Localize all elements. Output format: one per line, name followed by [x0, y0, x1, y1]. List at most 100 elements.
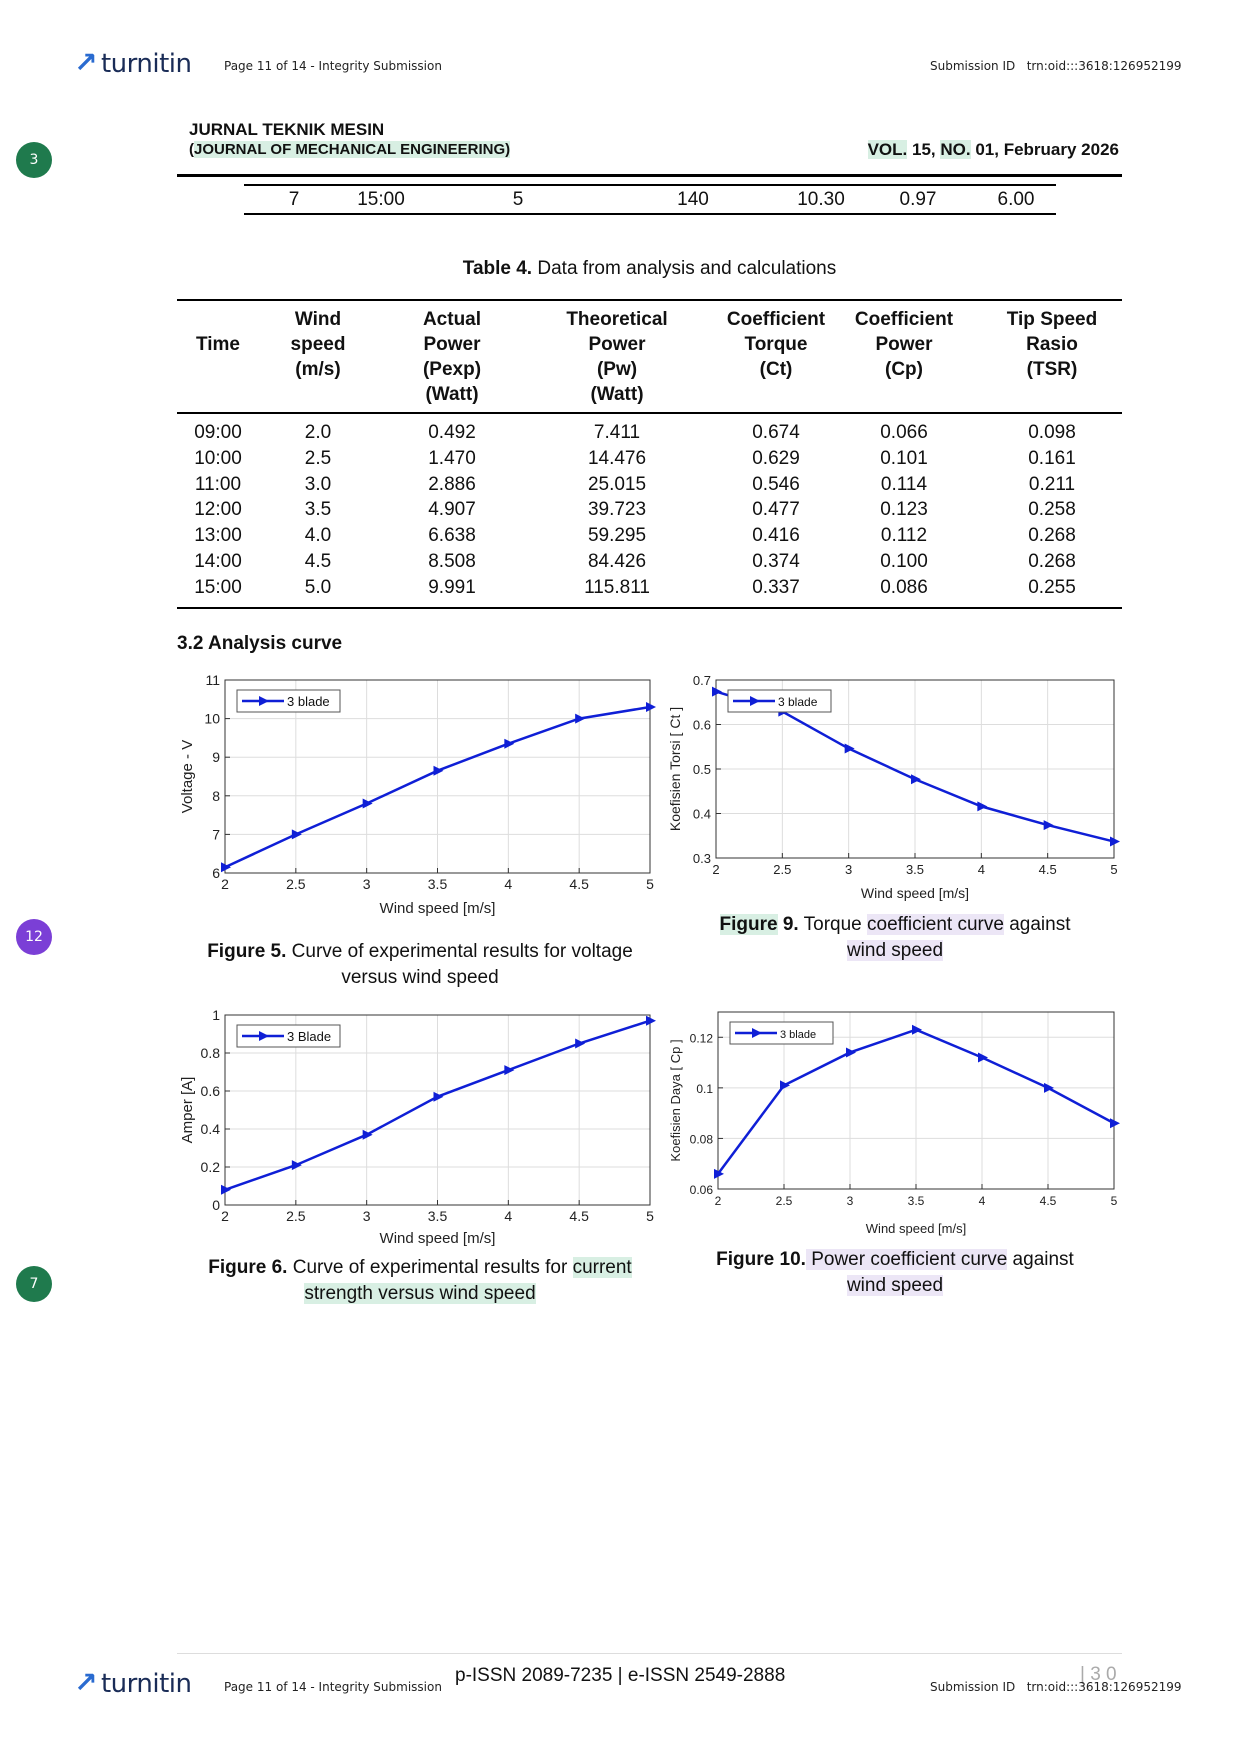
- plot-frame: [715, 679, 1115, 859]
- data-point: [780, 1080, 790, 1091]
- footer-submission-id: Submission ID trn:oid:::3618:126952199: [930, 1680, 1182, 1694]
- x-tick-label: 4: [504, 876, 512, 892]
- data-point: [575, 1038, 586, 1049]
- data-point: [712, 686, 722, 697]
- header-rule: [177, 174, 1122, 177]
- x-tick-label: 2.5: [776, 1194, 793, 1208]
- header-submission-id: Submission ID trn:oid:::3618:126952199: [930, 59, 1182, 73]
- y-tick-label: 0.12: [690, 1031, 714, 1045]
- y-tick-label: 11: [205, 672, 220, 688]
- current-chart: 2 2.5 3 3.5 4 4.5 5 0 0.2 0.4 0.6 0.8 1 Wind speed [m…: [180, 1007, 656, 1247]
- table-cell: 0.477: [752, 499, 800, 521]
- data-point: [1110, 1118, 1120, 1129]
- torque-coefficient-chart: 2 2.5 3 3.5 4 4.5 5 0.3 0.4 0.5 0.6 0.7 Wind speed […: [668, 673, 1120, 901]
- x-axis-label: Wind speed [m/s]: [861, 885, 969, 901]
- column-header: (Watt): [590, 384, 644, 405]
- match-badge[interactable]: 12: [16, 919, 52, 955]
- journal-volume: VOL. 15, NO. 01, February 2026: [867, 140, 1119, 159]
- legend-box: [729, 1021, 834, 1045]
- table-cell: 4.5: [304, 551, 332, 572]
- table-cell: 0.629: [752, 447, 800, 469]
- table-cell: 0.086: [880, 576, 928, 598]
- table-cell: 59.295: [587, 525, 647, 547]
- x-axis-label: Wind speed [m/s]: [380, 1230, 496, 1247]
- table-cell: 2.5: [304, 447, 332, 469]
- power-coefficient-chart: 2 2.5 3 3.5 4 4.5 5 0.06 0.08 0.1 0.12 Wind speed […: [668, 1011, 1120, 1236]
- column-header: Power: [423, 334, 481, 355]
- table-cell: 0.066: [880, 422, 928, 443]
- column-header: (TSR): [1026, 359, 1078, 380]
- table-cell: 7: [288, 189, 300, 210]
- data-point: [1043, 820, 1054, 831]
- x-tick-label: 2.5: [773, 862, 791, 877]
- data-point: [504, 1065, 515, 1076]
- footer-issn: p-ISSN 2089-7235 | e-ISSN 2549-2888: [455, 1665, 786, 1686]
- x-tick-label: 2: [712, 862, 719, 877]
- match-badge[interactable]: 7: [16, 1266, 52, 1302]
- legend-box: [727, 689, 832, 713]
- x-tick-label: 4.5: [569, 1208, 589, 1224]
- table-cell: 14:00: [194, 551, 242, 572]
- x-tick-label: 2: [221, 1208, 229, 1224]
- x-tick-label: 4: [504, 1208, 512, 1224]
- table-cell: 11:00: [194, 473, 242, 495]
- x-tick-label: 2: [715, 1194, 722, 1208]
- table-cell: 0.268: [1028, 551, 1076, 572]
- data-point: [646, 702, 656, 713]
- table-cell: 10.30: [797, 189, 845, 210]
- column-header: (Pexp): [422, 359, 482, 380]
- data-point: [844, 743, 855, 754]
- table-caption: Table 4. Data from analysis and calculat…: [462, 258, 837, 279]
- table-cell: 25.015: [587, 473, 647, 495]
- section-title: 3.2 Analysis curve: [177, 633, 343, 654]
- y-tick-label: 0.06: [690, 1183, 714, 1197]
- header-page-info: Page 11 of 14 - Integrity Submission: [224, 59, 442, 73]
- table-cell: 6.638: [428, 525, 476, 547]
- x-axis-label: Wind speed [m/s]: [380, 900, 496, 917]
- y-tick-label: 0.5: [693, 762, 711, 777]
- figure-10-caption: Figure 10. Power coefficient curve again…: [716, 1249, 1074, 1296]
- data-point: [291, 829, 302, 840]
- table-cell: 09:00: [194, 422, 242, 443]
- table-cell: 4.0: [304, 525, 332, 547]
- column-header: Torque: [744, 334, 808, 355]
- table-cell: 4.907: [428, 499, 476, 521]
- x-tick-label: 3.5: [428, 1208, 448, 1224]
- match-badge[interactable]: 3: [16, 142, 52, 178]
- y-tick-label: 8: [212, 788, 220, 804]
- x-tick-label: 3: [363, 876, 371, 892]
- turnitin-logo-icon: ↗: [74, 46, 97, 79]
- y-tick-label: 9: [212, 749, 220, 765]
- column-header: (Ct): [759, 359, 793, 380]
- table-cell: 0.546: [752, 473, 800, 495]
- figure-5-caption: Figure 5. Curve of experimental results …: [207, 941, 633, 988]
- data-point: [221, 1184, 231, 1195]
- table-cell: 5.0: [304, 576, 332, 598]
- table-cell: 5: [512, 189, 524, 210]
- x-tick-label: 4.5: [569, 876, 589, 892]
- y-axis-label: Amper [A]: [180, 1077, 196, 1144]
- table-cell: 0.97: [899, 189, 937, 210]
- x-tick-label: 2.5: [286, 876, 306, 892]
- figure-9-caption: Figure 9. Torque coefficient curve again…: [719, 914, 1071, 961]
- table-rule: [177, 299, 1122, 301]
- y-tick-label: 0.08: [690, 1132, 714, 1146]
- legend-label: 3 blade: [780, 1029, 816, 1041]
- column-header: (Pw): [596, 359, 638, 380]
- data-point: [646, 1015, 656, 1026]
- y-tick-label: 0.6: [693, 718, 711, 733]
- x-tick-label: 4: [978, 862, 985, 877]
- y-axis-label: Voltage - V: [180, 740, 196, 813]
- y-tick-label: 0.7: [693, 673, 711, 688]
- y-tick-label: 0.2: [201, 1159, 221, 1175]
- legend-marker: [752, 1028, 762, 1038]
- column-header: (Cp): [885, 359, 923, 380]
- footer-rule: [177, 1653, 1122, 1654]
- legend-label: 3 Blade: [287, 1029, 331, 1044]
- table-cell: 15:00: [194, 576, 242, 598]
- column-header: Time: [195, 334, 240, 355]
- table-cell: 13:00: [194, 525, 242, 547]
- x-tick-label: 2: [221, 876, 229, 892]
- data-point: [1044, 1082, 1054, 1093]
- table-cell: 0.123: [880, 499, 928, 521]
